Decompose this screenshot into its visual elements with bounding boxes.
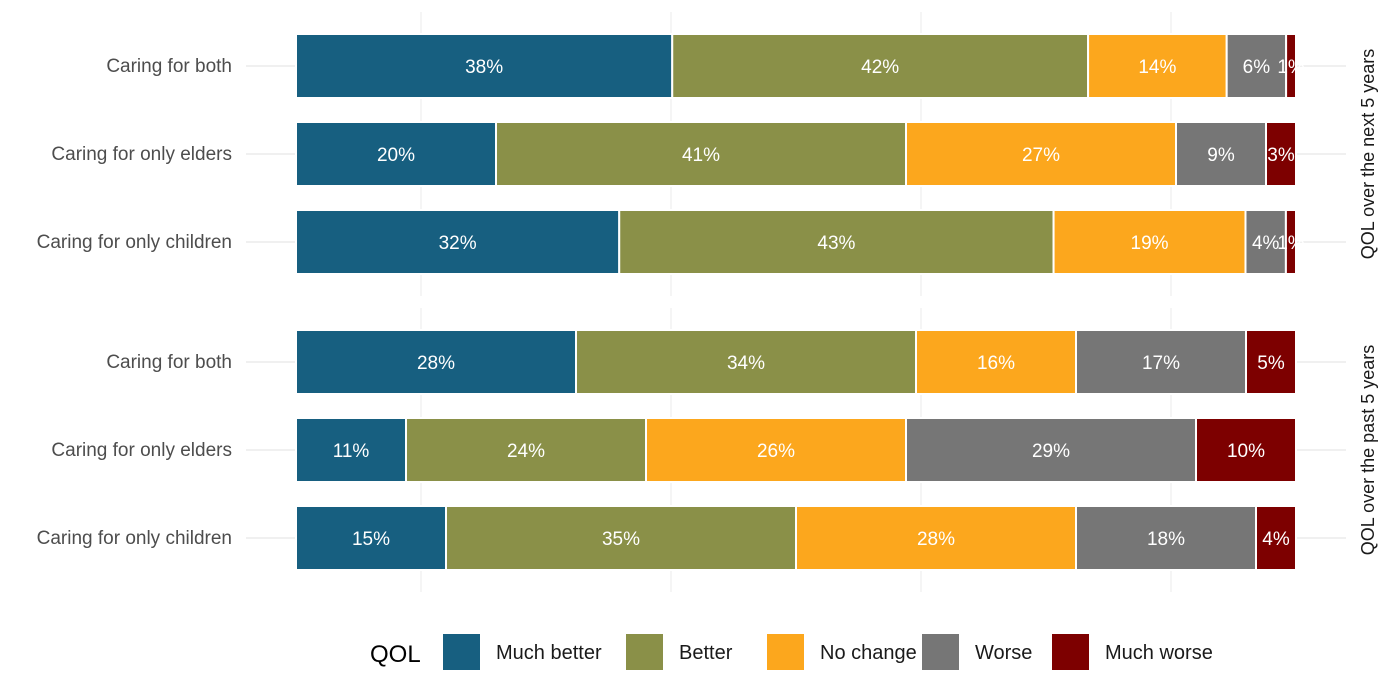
data-label: 15% xyxy=(352,529,390,550)
category-label: Caring for both xyxy=(106,352,232,373)
data-label: 4% xyxy=(1252,233,1280,254)
data-label: 14% xyxy=(1138,57,1176,78)
data-label: 24% xyxy=(507,441,545,462)
legend-label: Much worse xyxy=(1105,642,1213,664)
bar-segment xyxy=(295,121,497,187)
bar-segment xyxy=(575,329,917,395)
category-label: Caring for only elders xyxy=(51,440,232,461)
bar-segment xyxy=(295,417,407,483)
category-label: Caring for only children xyxy=(37,528,232,549)
legend-swatch xyxy=(767,634,804,670)
data-label: 4% xyxy=(1262,529,1290,550)
bar-segment xyxy=(905,121,1177,187)
data-label: 38% xyxy=(465,57,503,78)
bar-segment xyxy=(1225,33,1288,99)
bar-segment xyxy=(915,329,1077,395)
data-label: 28% xyxy=(917,529,955,550)
category-label: Caring for only children xyxy=(37,232,232,253)
data-label: 32% xyxy=(439,233,477,254)
bar-segment xyxy=(445,505,797,571)
data-label: 9% xyxy=(1207,145,1235,166)
data-label: 11% xyxy=(333,441,370,462)
data-label: 35% xyxy=(602,529,640,550)
bar-segment xyxy=(295,505,447,571)
category-label: Caring for only elders xyxy=(51,144,232,165)
category-label: Caring for both xyxy=(106,56,232,77)
bar-segment xyxy=(1052,209,1247,275)
bar-segment xyxy=(1245,329,1297,395)
data-label: 6% xyxy=(1243,57,1271,78)
legend-label: Worse xyxy=(975,642,1032,664)
data-label: 1% xyxy=(1277,57,1305,78)
legend: QOL Much better Better No change Worse Much w… xyxy=(370,634,1213,670)
bar-segment xyxy=(295,33,674,99)
data-label: 20% xyxy=(377,145,415,166)
data-label: 19% xyxy=(1131,233,1169,254)
bar-segment xyxy=(1285,33,1297,99)
bar-segment xyxy=(1175,121,1267,187)
legend-swatch xyxy=(626,634,663,670)
bar-segment xyxy=(645,417,907,483)
panel-1: Caring for both 28% 34% 16% 17% 5% Caring for … xyxy=(37,308,1378,592)
legend-swatch xyxy=(443,634,480,670)
legend-label: Better xyxy=(679,642,733,664)
bar-segment xyxy=(1075,329,1247,395)
data-label: 29% xyxy=(1032,441,1070,462)
bar-segment xyxy=(495,121,907,187)
data-label: 42% xyxy=(861,57,899,78)
data-label: 43% xyxy=(817,233,855,254)
data-label: 10% xyxy=(1227,441,1265,462)
bar-segment xyxy=(1195,417,1297,483)
strip-label: QOL over the next 5 years xyxy=(1358,49,1378,259)
bar-segment xyxy=(295,209,621,275)
legend-title: QOL xyxy=(370,641,421,668)
bar-segment xyxy=(618,209,1055,275)
bar-segment xyxy=(1075,505,1257,571)
data-label: 34% xyxy=(727,353,765,374)
data-label: 27% xyxy=(1022,145,1060,166)
legend-label: No change xyxy=(820,642,917,664)
data-label: 17% xyxy=(1142,353,1180,374)
data-label: 41% xyxy=(682,145,720,166)
bar-segment xyxy=(295,329,577,395)
bar-segment xyxy=(1087,33,1228,99)
legend-label: Much better xyxy=(496,642,602,664)
panel-0: Caring for both 38% 42% 14% 6% 1% Caring for o… xyxy=(37,12,1378,296)
strip-label: QOL over the past 5 years xyxy=(1358,345,1378,555)
data-label: 16% xyxy=(977,353,1015,374)
bar-segment xyxy=(671,33,1090,99)
legend-swatch xyxy=(1052,634,1089,670)
data-label: 26% xyxy=(757,441,795,462)
legend-swatch xyxy=(922,634,959,670)
data-label: 1% xyxy=(1277,233,1305,254)
bar-segment xyxy=(1284,209,1298,275)
data-label: 3% xyxy=(1267,145,1295,166)
bar-segment xyxy=(1255,505,1297,571)
data-label: 28% xyxy=(417,353,455,374)
data-label: 18% xyxy=(1147,529,1185,550)
bar-segment xyxy=(1265,121,1297,187)
data-label: 5% xyxy=(1257,353,1285,374)
